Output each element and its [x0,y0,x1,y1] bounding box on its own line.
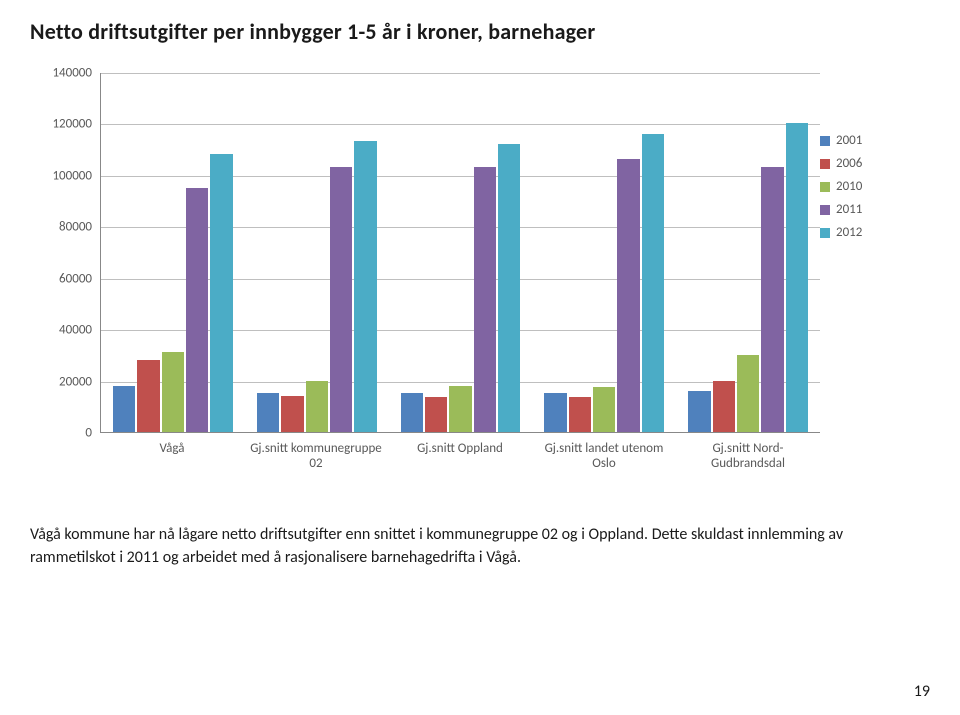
legend-item: 2012 [820,225,930,240]
bar [761,167,783,432]
legend-item: 2006 [820,156,930,171]
legend-swatch [820,228,830,238]
y-tick-label: 120000 [52,117,92,132]
bar [425,397,447,432]
y-axis-labels: 020000400006000080000100000120000140000 [30,73,100,433]
page-number: 19 [914,682,930,701]
x-tick-label: Gj.snitt Oppland [388,441,532,471]
legend-label: 2010 [836,179,862,194]
bar-cluster [257,73,377,432]
bar-group [245,73,389,432]
y-tick-label: 0 [85,426,92,441]
legend-swatch [820,205,830,215]
bar [257,393,279,432]
bar [330,167,352,432]
bar [498,144,520,432]
legend-label: 2006 [836,156,862,171]
bar [544,393,566,432]
legend-label: 2011 [836,202,862,217]
bar-cluster [401,73,521,432]
bar [786,123,808,432]
bar [713,381,735,432]
y-tick-label: 140000 [52,66,92,81]
chart-title: Netto driftsutgifter per innbygger 1-5 å… [30,18,930,45]
bar [162,352,184,432]
page: Netto driftsutgifter per innbygger 1-5 å… [0,0,960,715]
legend-swatch [820,159,830,169]
bar-group [389,73,533,432]
x-tick-label: Gj.snitt landet utenom Oslo [532,441,676,471]
bar [449,386,471,432]
y-tick-label: 60000 [59,271,92,286]
bar [737,355,759,432]
chart: 020000400006000080000100000120000140000 … [30,73,930,493]
bar [137,360,159,432]
bar-group [676,73,820,432]
bar [354,141,376,432]
bar-cluster [113,73,233,432]
bar [474,167,496,432]
bar-cluster [544,73,664,432]
bar [306,381,328,432]
legend-item: 2011 [820,202,930,217]
bar-cluster [688,73,808,432]
bar-groups [101,73,820,432]
bar [210,154,232,432]
x-axis-labels: VågåGj.snitt kommunegruppe 02Gj.snitt Op… [100,441,820,471]
bar [593,387,615,432]
bar [113,386,135,432]
body-text: Vågå kommune har nå lågare netto driftsu… [30,523,930,569]
x-tick-label: Vågå [100,441,244,471]
bar [186,188,208,432]
legend-swatch [820,136,830,146]
legend-item: 2010 [820,179,930,194]
legend-label: 2001 [836,133,862,148]
bar [569,397,591,432]
legend-swatch [820,182,830,192]
bar [281,396,303,432]
legend: 2001 2006 2010 2011 2012 [820,133,930,248]
plot-area [100,73,820,433]
bar-group [101,73,245,432]
y-tick-label: 20000 [59,374,92,389]
bar [688,391,710,432]
bar-group [532,73,676,432]
bar [617,159,639,432]
legend-item: 2001 [820,133,930,148]
legend-label: 2012 [836,225,862,240]
x-tick-label: Gj.snitt kommunegruppe 02 [244,441,388,471]
x-tick-label: Gj.snitt Nord-Gudbrandsdal [676,441,820,471]
y-tick-label: 100000 [52,168,92,183]
bar [401,393,423,432]
y-tick-label: 80000 [59,220,92,235]
y-tick-label: 40000 [59,323,92,338]
bar [642,134,664,432]
